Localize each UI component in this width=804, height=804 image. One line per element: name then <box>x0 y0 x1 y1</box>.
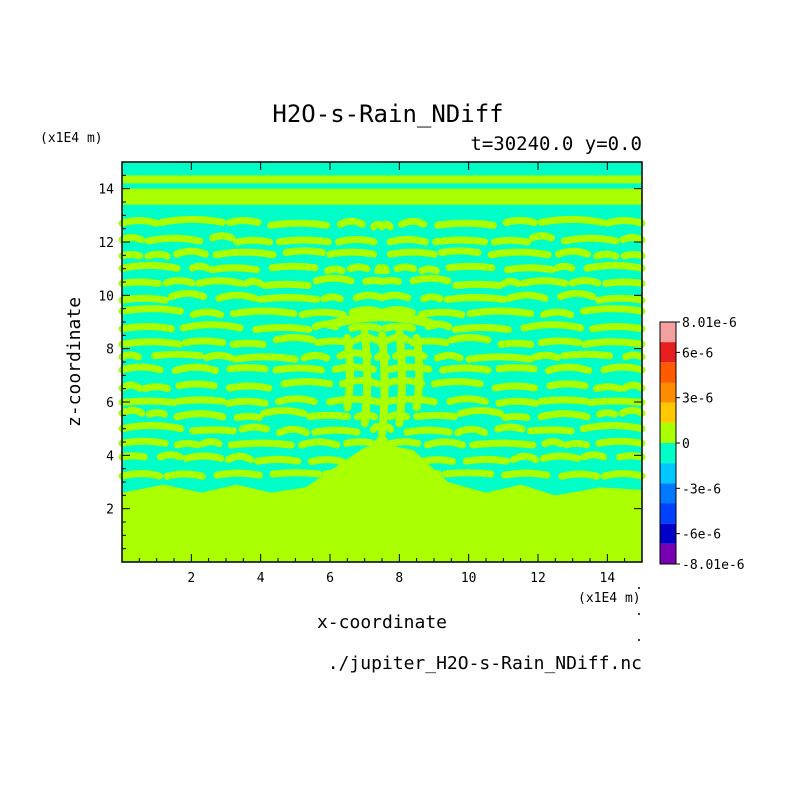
colorbar-label: 3e-6 <box>682 392 713 407</box>
field-stripe <box>118 377 646 393</box>
colorbar-segment <box>660 382 676 403</box>
x-tick-label: 6 <box>326 571 334 586</box>
y-tick-label: 4 <box>106 449 114 464</box>
field-stripe <box>118 363 646 375</box>
dot-marker <box>638 587 640 589</box>
colorbar-label: 8.01e-6 <box>682 316 737 331</box>
y-axis-label: z-coordinate <box>64 297 85 427</box>
field-stripe <box>118 468 646 480</box>
x-unit-label: (x1E4 m) <box>578 591 641 606</box>
colorbar-label: -8.01e-6 <box>682 558 745 573</box>
field-stripe <box>118 422 646 437</box>
field-stripe <box>118 305 646 319</box>
chart-subtitle: t=30240.0 y=0.0 <box>470 133 642 155</box>
y-tick-label: 14 <box>98 183 114 198</box>
field-stripe <box>118 232 646 246</box>
colorbar-segment <box>660 463 676 484</box>
y-tick-label: 8 <box>106 343 114 358</box>
dot-marker <box>638 613 640 615</box>
x-tick-label: 10 <box>461 571 477 586</box>
field-stripe <box>118 320 646 334</box>
x-tick-label: 14 <box>600 571 616 586</box>
colorbar-segment <box>660 443 676 464</box>
field-stripe <box>118 395 646 407</box>
field-stripe <box>118 451 646 466</box>
colorbar-label: 6e-6 <box>682 346 713 361</box>
dot-marker <box>638 639 640 641</box>
field-stripe <box>395 328 406 428</box>
x-tick-label: 12 <box>530 571 546 586</box>
field-stripe <box>118 289 646 304</box>
x-tick-label: 2 <box>187 571 195 586</box>
field-stripe <box>325 312 439 330</box>
colorbar-segment <box>660 422 676 443</box>
colorbar-label: 0 <box>682 437 690 452</box>
field-stripe <box>118 247 646 260</box>
field-stripe <box>343 334 354 412</box>
colorbar-segment <box>660 322 676 343</box>
y-tick-label: 12 <box>98 236 114 251</box>
field-stripe <box>118 274 646 290</box>
field-band <box>122 175 642 184</box>
y-tick-label: 2 <box>106 503 114 518</box>
colorbar-segment <box>660 402 676 423</box>
field-region <box>122 444 642 562</box>
field-stripe <box>118 436 646 449</box>
field-stripe <box>412 334 424 412</box>
y-tick-label: 10 <box>98 289 114 304</box>
colorbar-segment <box>660 342 676 363</box>
colorbar-segment <box>660 483 676 504</box>
heatmap-field <box>118 162 646 562</box>
colorbar-label: -3e-6 <box>682 482 721 497</box>
field-stripe <box>378 331 389 438</box>
chart-title: H2O-s-Rain_NDiff <box>272 100 503 128</box>
footer-filename: ./jupiter_H2O-s-Rain_NDiff.nc <box>328 653 642 674</box>
field-band <box>122 188 642 205</box>
colorbar: 8.01e-6 6e-6 3e-6 0 -3e-6 -6e-6 -8.01e-6 <box>659 316 745 573</box>
colorbar-segment <box>660 362 676 383</box>
colorbar-segment <box>660 543 676 564</box>
plot-frame <box>121 161 643 563</box>
colorbar-segment <box>660 523 676 544</box>
y-unit-label: (x1E4 m) <box>40 131 103 146</box>
colorbar-segment <box>660 503 676 524</box>
field-stripe <box>118 261 646 275</box>
field-stripe <box>360 328 372 428</box>
field-stripe <box>118 215 646 231</box>
x-tick-label: 4 <box>257 571 265 586</box>
x-axis-label: x-coordinate <box>317 612 447 633</box>
colorbar-label: -6e-6 <box>682 528 721 543</box>
x-tick-label: 8 <box>395 571 403 586</box>
y-tick-label: 6 <box>106 396 114 411</box>
